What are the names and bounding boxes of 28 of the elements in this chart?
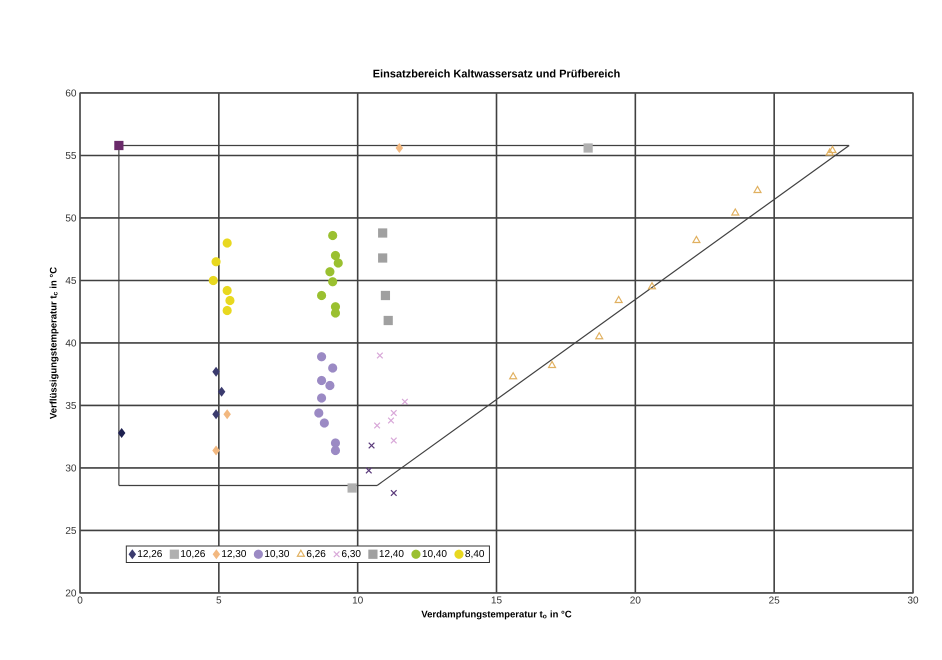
- y-tick-label: 30: [66, 464, 76, 472]
- y-tick-label: 55: [66, 152, 76, 159]
- y-axis-title: Verflüssigungstemperatur t$_{c}$ in °C: [50, 267, 58, 419]
- x-tick-label: 10: [352, 596, 363, 604]
- legend-label: 12,30: [222, 550, 246, 558]
- y-tick-label: 20: [66, 589, 76, 597]
- y-tick-label: 35: [66, 402, 76, 410]
- legend-label: 10,26: [181, 550, 205, 558]
- legend-label: 8,40: [465, 550, 484, 558]
- legend-label: 10,30: [265, 550, 290, 558]
- y-tick-label: 40: [66, 339, 76, 347]
- x-tick-label: 15: [492, 596, 502, 604]
- legend-label: 6,26: [306, 550, 326, 558]
- legend-label: 12,26: [138, 550, 162, 558]
- legend-label: 10,40: [422, 550, 447, 558]
- x-tick-label: 20: [630, 596, 641, 604]
- y-tick-label: 60: [66, 89, 76, 97]
- y-tick-label: 45: [66, 276, 76, 284]
- x-tick-label: 0: [78, 596, 82, 604]
- legend-label: 6,30: [342, 550, 361, 558]
- x-tick-label: 30: [908, 596, 918, 604]
- x-axis-title: Verdampfungstemperatur t$_{o}$ in °C: [421, 610, 572, 620]
- y-tick-label: 50: [66, 214, 76, 222]
- y-tick-label: 25: [66, 526, 76, 534]
- x-tick-label: 25: [769, 596, 780, 604]
- legend-label: 12,40: [380, 550, 404, 558]
- x-tick-label: 5: [216, 596, 222, 604]
- chart-title: Einsatzbereich Kaltwassersatz und Prüfbereich: [373, 69, 620, 78]
